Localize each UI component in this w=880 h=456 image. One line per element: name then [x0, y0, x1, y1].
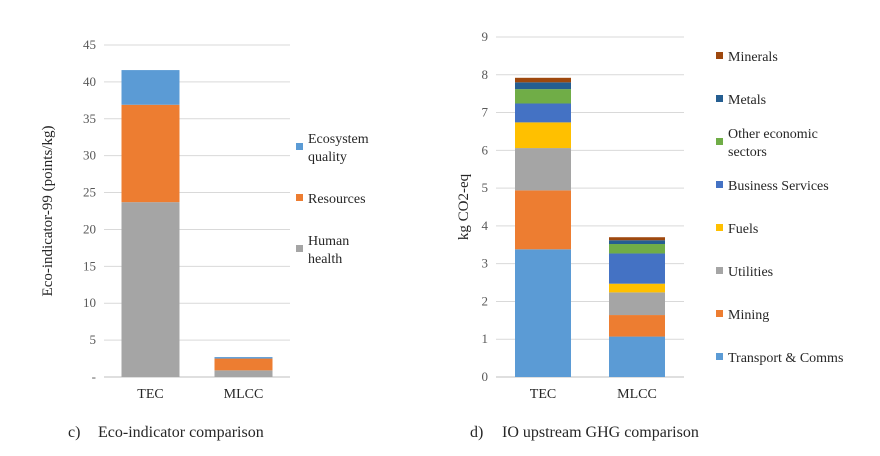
legend-label: Minerals — [728, 50, 778, 65]
legend-label-line: Other economic — [728, 127, 818, 142]
x-tick-label: TEC — [137, 387, 163, 402]
caption-text: IO upstream GHG comparison — [502, 424, 699, 441]
y-tick-label: 35 — [83, 111, 96, 126]
legend-label-line: Minerals — [728, 50, 778, 65]
legend-label-line: Resources — [308, 192, 366, 207]
bar-segment — [609, 336, 665, 377]
y-tick-label: - — [92, 369, 96, 384]
legend-swatch — [716, 52, 723, 59]
bar-segment — [609, 237, 665, 241]
bar-segment — [515, 249, 571, 377]
y-tick-label: 0 — [482, 369, 489, 384]
legend-label-line: Metals — [728, 93, 766, 108]
bar-segment — [121, 104, 180, 203]
y-tick-label: 45 — [83, 37, 96, 52]
y-tick-label: 30 — [83, 148, 96, 163]
caption-label: c) — [68, 424, 81, 441]
bar-segment — [609, 283, 665, 293]
y-tick-label: 40 — [83, 74, 96, 89]
y-tick-label: 20 — [83, 221, 96, 236]
y-tick-label: 1 — [482, 331, 489, 346]
legend-label: Transport & Comms — [728, 351, 843, 366]
legend-swatch — [716, 95, 723, 102]
y-tick-label: 5 — [90, 332, 97, 347]
legend-label-line: Ecosystem — [308, 132, 369, 147]
y-tick-label: 15 — [83, 258, 96, 273]
bar-segment — [515, 190, 571, 250]
legend-swatch — [716, 353, 723, 360]
caption-eco-indicator: c) Eco-indicator comparison — [68, 424, 264, 442]
legend-swatch — [296, 245, 303, 252]
x-tick-label: MLCC — [617, 387, 657, 402]
legend-label-line: Business Services — [728, 179, 829, 194]
bar-segment — [609, 240, 665, 245]
legend-label-line: Human — [308, 234, 349, 249]
legend-label-line: Transport & Comms — [728, 351, 843, 366]
legend-label: Utilities — [728, 265, 773, 280]
legend-swatch — [716, 181, 723, 188]
bar-segment — [515, 122, 571, 149]
y-tick-label: 3 — [482, 256, 489, 271]
bar-segment — [121, 70, 180, 105]
y-tick-label: 10 — [83, 295, 96, 310]
legend-label: Fuels — [728, 222, 758, 237]
legend-label-line: quality — [308, 150, 347, 165]
y-tick-label: 4 — [482, 218, 489, 233]
legend-label-line: Utilities — [728, 265, 773, 280]
legend-label: Resources — [308, 192, 366, 207]
y-tick-label: 5 — [482, 180, 489, 195]
y-tick-label: 9 — [482, 29, 489, 44]
legend-label: Metals — [728, 93, 766, 108]
bar-segment — [515, 89, 571, 104]
legend-swatch — [716, 267, 723, 274]
legend-swatch — [716, 138, 723, 145]
y-axis-title: Eco-indicator-99 (points/kg) — [40, 126, 56, 297]
caption-label: d) — [470, 424, 484, 441]
legend-label: Mining — [728, 308, 769, 323]
legend-swatch — [296, 143, 303, 150]
legend-label-line: sectors — [728, 145, 767, 160]
y-tick-label: 2 — [482, 293, 489, 308]
bar-segment — [515, 103, 571, 123]
legend-label: Business Services — [728, 179, 829, 194]
legend-label: Human health — [308, 234, 349, 267]
bar-segment — [515, 77, 571, 83]
bar-segment — [609, 253, 665, 284]
bar-segment — [609, 292, 665, 316]
eco-indicator-chart: - 5 10 15 20 25 30 35 40 45 Eco-indicator-99 (poin… — [40, 37, 369, 402]
caption-ghg: d) IO upstream GHG comparison — [470, 424, 699, 442]
y-tick-label: 8 — [482, 67, 489, 82]
y-tick-label: 7 — [482, 105, 489, 120]
legend-swatch — [296, 194, 303, 201]
legend-label: Other economic sectors — [728, 127, 818, 160]
y-tick-label: 25 — [83, 185, 96, 200]
caption-text: Eco-indicator comparison — [98, 424, 264, 441]
bar-segment — [609, 315, 665, 337]
bar-segment — [121, 202, 180, 377]
x-tick-label: MLCC — [224, 387, 264, 402]
x-tick-label: TEC — [530, 387, 556, 402]
legend-label: Ecosystem quality — [308, 132, 369, 165]
bar-segment — [515, 148, 571, 191]
bar-segment — [214, 358, 273, 371]
legend-label-line: health — [308, 252, 342, 267]
bar-segment — [609, 244, 665, 254]
legend-swatch — [716, 310, 723, 317]
y-tick-label: 6 — [482, 142, 489, 157]
legend-label-line: Mining — [728, 308, 769, 323]
bar-segment — [214, 370, 273, 377]
bar-segment — [515, 82, 571, 90]
y-axis-title: kg CO2-eq — [456, 173, 472, 240]
legend-label-line: Fuels — [728, 222, 758, 237]
ghg-chart: 0 1 2 3 4 5 6 7 8 9 kg CO2-eq TEC MLCC Minerals Metals… — [456, 29, 843, 402]
legend-swatch — [716, 224, 723, 231]
bar-segment — [214, 357, 273, 359]
